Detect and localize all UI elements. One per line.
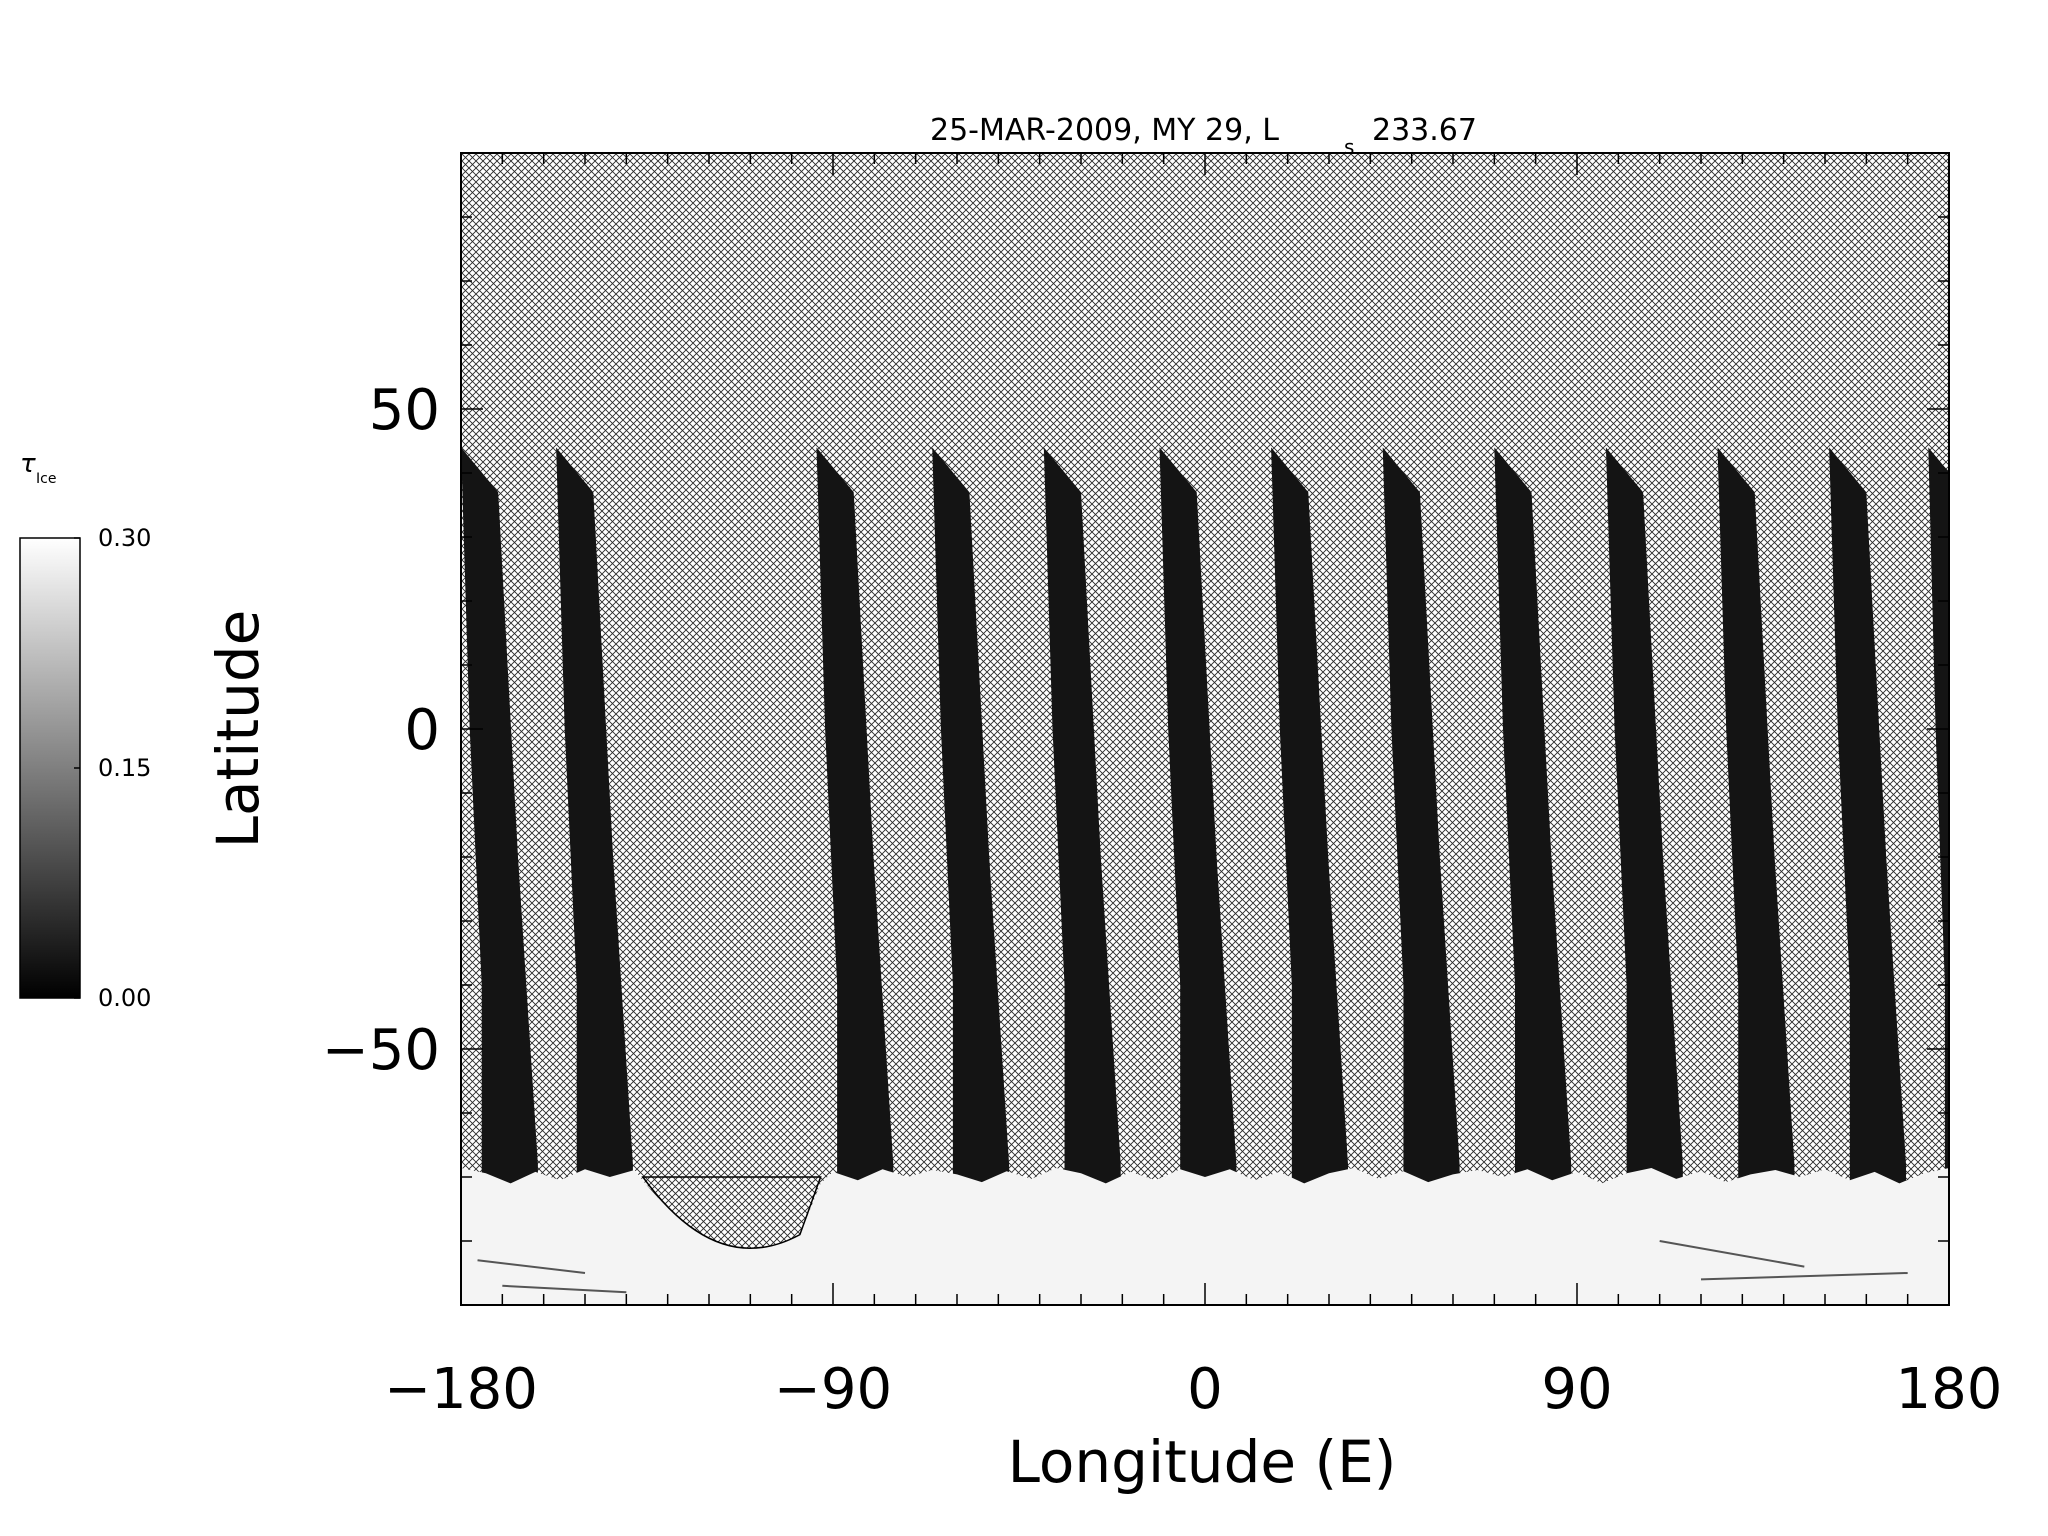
- cap-streak-1: [1659, 1240, 1805, 1268]
- swath-2: [816, 447, 894, 1203]
- colorbar-tick-label: 0.00: [98, 984, 151, 1012]
- x-tick-label: 90: [1541, 1357, 1612, 1422]
- swath-4: [1043, 447, 1121, 1203]
- cap-streak-2: [1700, 1272, 1908, 1281]
- colorbar-ticks: 0.00 0.15 0.30: [74, 524, 151, 1012]
- polar-gap-region: [641, 1176, 822, 1249]
- x-tick-label: 0: [1187, 1357, 1223, 1422]
- swath-group: [461, 447, 1949, 1203]
- chart-title-subscript: s: [1344, 135, 1354, 159]
- swath-7: [1382, 447, 1460, 1203]
- swath-1: [556, 447, 633, 1203]
- colorbar: τ Ice 0.00 0.15 0.30: [19, 449, 151, 1012]
- swath-12: [1928, 447, 1949, 1203]
- swath-6: [1271, 447, 1348, 1203]
- swath-5: [1159, 447, 1237, 1203]
- y-tick-label: −50: [322, 1018, 440, 1083]
- x-tick-labels: −180 −90 0 90 180: [384, 1357, 2002, 1422]
- y-tick-label: 0: [404, 698, 440, 763]
- x-tick-label: 180: [1896, 1357, 2003, 1422]
- chart-title: 25-MAR-2009, MY 29, L s 233.67: [930, 113, 1477, 159]
- swath-9: [1605, 447, 1683, 1203]
- cap-streak-3: [502, 1284, 627, 1294]
- x-tick-label: −90: [774, 1357, 892, 1422]
- polar-cap-region: [461, 1168, 1949, 1305]
- swath-0: [461, 447, 538, 1203]
- cap-streak-0: [477, 1259, 586, 1274]
- x-tick-label: −180: [384, 1357, 538, 1422]
- chart-title-text: 25-MAR-2009, MY 29, L: [930, 113, 1279, 148]
- polar-cap-group: [461, 1168, 1949, 1305]
- y-axis-label: Latitude: [204, 610, 272, 849]
- colorbar-label-sub: Ice: [36, 471, 56, 487]
- colorbar-gradient: [19, 537, 81, 999]
- swath-8: [1494, 447, 1572, 1203]
- colorbar-label-main: τ: [20, 449, 36, 479]
- axis-ticks: [460, 152, 1950, 1306]
- chart-title-value: 233.67: [1372, 113, 1477, 148]
- swath-10: [1717, 447, 1795, 1203]
- swath-3: [932, 447, 1010, 1203]
- x-axis-label: Longitude (E): [1008, 1428, 1397, 1496]
- colorbar-tick-label: 0.30: [98, 524, 151, 552]
- colorbar-tick-label: 0.15: [98, 754, 151, 782]
- y-tick-labels: −50 0 50: [322, 378, 440, 1083]
- swath-11: [1829, 447, 1906, 1203]
- plot-area: [461, 153, 1949, 1305]
- y-tick-label: 50: [369, 378, 440, 443]
